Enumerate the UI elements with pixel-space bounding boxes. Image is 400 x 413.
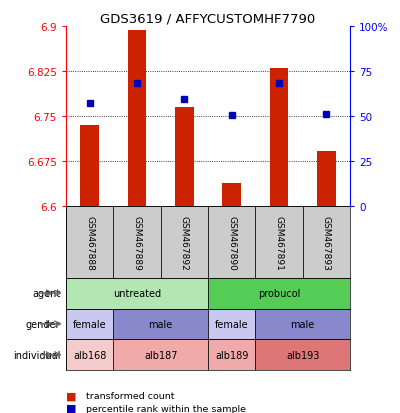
- Text: GSM467892: GSM467892: [180, 215, 189, 270]
- Text: GSM467891: GSM467891: [274, 215, 284, 270]
- Bar: [317, 152, 336, 206]
- Bar: [255, 206, 303, 278]
- Bar: [222, 184, 241, 206]
- Text: untreated: untreated: [113, 288, 161, 299]
- Bar: [303, 206, 350, 278]
- Text: male: male: [290, 319, 315, 329]
- Bar: [66, 206, 113, 278]
- Text: alb187: alb187: [144, 350, 178, 360]
- Text: ■: ■: [66, 391, 76, 401]
- Text: alb168: alb168: [73, 350, 106, 360]
- Text: female: female: [73, 319, 106, 329]
- Bar: [161, 206, 208, 278]
- Text: percentile rank within the sample: percentile rank within the sample: [86, 404, 246, 413]
- Text: individual: individual: [13, 350, 60, 360]
- Text: GSM467893: GSM467893: [322, 215, 331, 270]
- Bar: [208, 339, 255, 370]
- Bar: [66, 309, 113, 339]
- Bar: [80, 126, 99, 206]
- Bar: [113, 309, 208, 339]
- Bar: [66, 339, 113, 370]
- Bar: [175, 108, 194, 206]
- Text: GSM467888: GSM467888: [85, 215, 94, 270]
- Bar: [208, 278, 350, 309]
- Bar: [208, 206, 255, 278]
- Bar: [255, 339, 350, 370]
- Bar: [128, 31, 146, 206]
- Text: female: female: [215, 319, 248, 329]
- Text: male: male: [148, 319, 173, 329]
- Text: agent: agent: [32, 288, 60, 299]
- Bar: [113, 339, 208, 370]
- Text: transformed count: transformed count: [86, 391, 174, 400]
- Text: probucol: probucol: [258, 288, 300, 299]
- Text: alb189: alb189: [215, 350, 248, 360]
- Text: GSM467889: GSM467889: [132, 215, 142, 270]
- Text: alb193: alb193: [286, 350, 319, 360]
- Bar: [270, 69, 288, 206]
- Bar: [66, 278, 208, 309]
- Text: gender: gender: [26, 319, 60, 329]
- Bar: [255, 309, 350, 339]
- Text: GSM467890: GSM467890: [227, 215, 236, 270]
- Bar: [208, 309, 255, 339]
- Bar: [113, 206, 161, 278]
- Title: GDS3619 / AFFYCUSTOMHF7790: GDS3619 / AFFYCUSTOMHF7790: [100, 13, 316, 26]
- Text: ■: ■: [66, 403, 76, 413]
